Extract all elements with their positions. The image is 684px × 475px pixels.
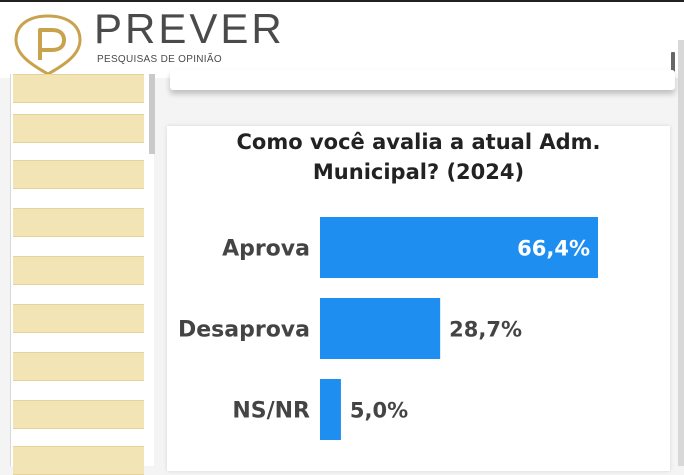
brand-name: PREVER xyxy=(94,5,285,52)
bar-chart: Aprova 66,4% Desaprova 28,7% NS/NR 5,0% xyxy=(178,217,598,440)
brand-tagline: PESQUISAS DE OPINIÃO xyxy=(97,54,222,65)
table-row xyxy=(13,446,144,475)
table-row xyxy=(13,74,144,103)
table-row xyxy=(13,114,144,143)
table-row xyxy=(13,160,144,189)
table-row xyxy=(13,352,144,381)
chart-title-line-1: Como você avalia a atual Adm. xyxy=(236,130,601,154)
category-label: Aprova xyxy=(222,237,310,262)
chart-title: Como você avalia a atual Adm. Municipal?… xyxy=(167,126,670,187)
bar-desaprova xyxy=(320,298,441,359)
left-table-panel xyxy=(10,74,155,475)
chart-card: Como você avalia a atual Adm. Municipal?… xyxy=(167,126,670,471)
table-row xyxy=(13,208,144,237)
header-scroll-indicator[interactable] xyxy=(671,52,675,78)
bar-aprova xyxy=(320,217,598,278)
table-row xyxy=(13,256,144,285)
value-label: 28,7% xyxy=(449,318,522,342)
prever-logo-icon xyxy=(14,14,82,76)
value-label: 5,0% xyxy=(350,399,408,423)
top-border xyxy=(0,0,684,2)
table-row xyxy=(13,304,144,333)
header: PREVER PESQUISAS DE OPINIÃO xyxy=(0,2,684,78)
category-label: NS/NR xyxy=(232,399,310,424)
chart-title-line-2: Municipal? (2024) xyxy=(312,160,525,184)
value-label: 66,4% xyxy=(517,237,590,261)
top-card xyxy=(170,70,675,90)
right-edge-strip xyxy=(678,40,684,466)
category-label: Desaprova xyxy=(178,318,310,343)
table-row xyxy=(13,400,144,429)
left-panel-scrollbar[interactable] xyxy=(149,74,155,154)
bar-ns-nr xyxy=(320,379,341,440)
